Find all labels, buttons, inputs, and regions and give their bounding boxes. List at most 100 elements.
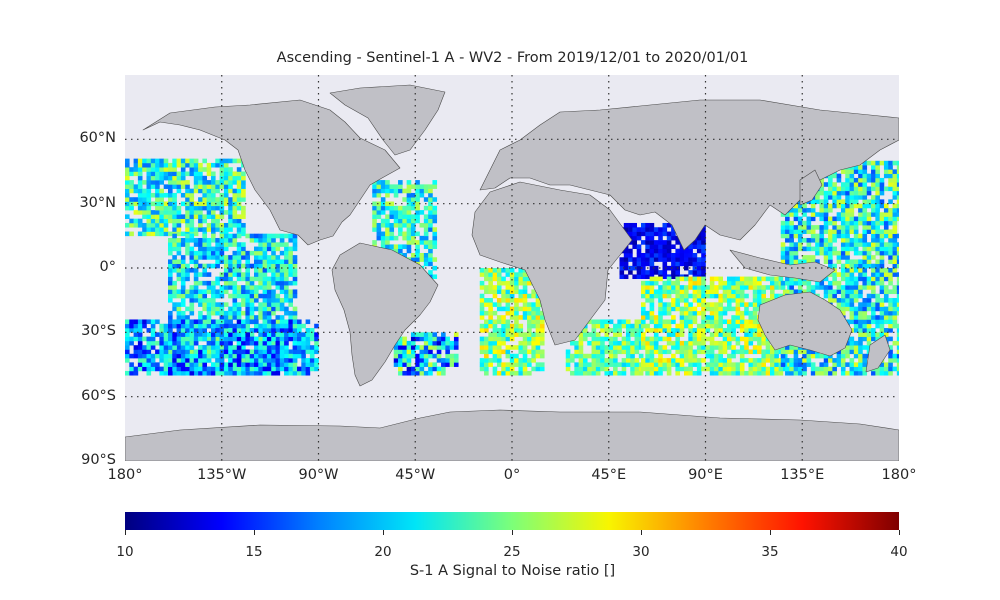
heatmap-cell: [879, 199, 885, 204]
heatmap-cell: [180, 336, 186, 342]
heatmap-cell: [410, 197, 416, 202]
heatmap-cell: [662, 227, 668, 232]
heatmap-cell: [875, 332, 880, 337]
heatmap-cell: [211, 289, 216, 295]
heatmap-cell: [185, 332, 190, 337]
heatmap-cell: [875, 263, 880, 269]
heatmap-cell: [232, 289, 238, 295]
heatmap-cell: [535, 366, 541, 372]
heatmap-cell: [853, 259, 859, 265]
heatmap-cell: [757, 289, 762, 295]
heatmap-cell: [836, 190, 842, 196]
heatmap-cell: [241, 231, 246, 237]
heatmap-cell: [505, 336, 511, 342]
heatmap-cell: [271, 293, 276, 299]
heatmap-cell: [479, 315, 485, 320]
heatmap-cell: [875, 195, 880, 200]
heatmap-cell: [632, 274, 637, 280]
heatmap-cell: [245, 370, 250, 376]
heatmap-cell: [879, 182, 885, 187]
heatmap-cell: [133, 328, 139, 333]
heatmap-cell: [398, 184, 403, 189]
heatmap-cell: [159, 205, 164, 211]
heatmap-cell: [879, 250, 885, 256]
heatmap-cell: [879, 310, 885, 316]
heatmap-cell: [645, 261, 650, 267]
heatmap-cell: [215, 340, 220, 346]
heatmap-cell: [757, 302, 762, 307]
heatmap-cell: [658, 353, 663, 359]
heatmap-cell: [810, 366, 816, 372]
heatmap-cell: [871, 268, 876, 273]
heatmap-cell: [137, 210, 143, 215]
heatmap-cell: [853, 195, 859, 200]
heatmap-cell: [630, 366, 635, 372]
heatmap-cell: [241, 310, 246, 316]
heatmap-cell: [155, 366, 160, 372]
heatmap-cell: [215, 205, 220, 211]
heatmap-cell: [385, 235, 390, 241]
heatmap-cell: [133, 210, 139, 215]
heatmap-cell: [879, 246, 885, 252]
heatmap-cell: [275, 358, 281, 363]
heatmap-cell: [398, 214, 403, 219]
heatmap-cell: [185, 293, 190, 299]
heatmap-cell: [501, 315, 506, 320]
heatmap-cell: [701, 276, 706, 282]
heatmap-cell: [232, 366, 238, 372]
heatmap-cell: [146, 370, 152, 376]
heatmap-cell: [266, 306, 272, 312]
heatmap-cell: [810, 289, 816, 295]
heatmap-cell: [832, 298, 837, 303]
heatmap-cell: [608, 349, 614, 355]
heatmap-cell: [266, 280, 272, 286]
heatmap-cell: [223, 345, 229, 350]
heatmap-cell: [228, 272, 233, 277]
heatmap-cell: [714, 310, 719, 316]
heatmap-cell: [653, 244, 659, 249]
heatmap-cell: [527, 340, 532, 346]
heatmap-cell: [780, 255, 786, 260]
heatmap-cell: [797, 216, 803, 222]
heatmap-cell: [714, 370, 719, 376]
heatmap-cell: [389, 188, 395, 194]
heatmap-cell: [748, 323, 754, 329]
heatmap-cell: [245, 362, 250, 367]
heatmap-cell: [840, 276, 846, 282]
heatmap-cell: [823, 353, 829, 359]
heatmap-cell: [641, 270, 646, 275]
heatmap-cell: [613, 340, 618, 346]
heatmap-cell: [133, 201, 139, 207]
heatmap-cell: [600, 349, 605, 355]
heatmap-cell: [129, 323, 134, 329]
heatmap-cell: [671, 306, 676, 312]
heatmap-cell: [146, 218, 152, 224]
heatmap-cell: [883, 165, 889, 170]
heatmap-cell: [514, 310, 519, 316]
heatmap-cell: [649, 289, 655, 295]
heatmap-cell: [662, 310, 668, 316]
heatmap-cell: [845, 340, 850, 346]
heatmap-cell: [761, 336, 766, 342]
heatmap-cell: [806, 349, 812, 355]
heatmap-cell: [415, 231, 420, 237]
heatmap-cell: [714, 276, 719, 282]
heatmap-cell: [428, 197, 433, 202]
heatmap-cell: [514, 285, 519, 290]
heatmap-cell: [761, 340, 766, 346]
heatmap-cell: [245, 285, 250, 290]
heatmap-cell: [271, 328, 276, 333]
heatmap-cell: [288, 315, 293, 320]
heatmap-cell: [172, 171, 177, 177]
heatmap-cell: [832, 263, 837, 269]
heatmap-cell: [159, 162, 164, 168]
heatmap-cell: [853, 216, 859, 222]
heatmap-cell: [423, 214, 429, 219]
heatmap-cell: [241, 205, 246, 211]
heatmap-cell: [658, 349, 663, 355]
heatmap-cell: [883, 298, 889, 303]
heatmap-cell: [292, 362, 298, 367]
heatmap-cell: [836, 302, 842, 307]
heatmap-cell: [649, 353, 655, 359]
heatmap-cell: [797, 237, 803, 243]
